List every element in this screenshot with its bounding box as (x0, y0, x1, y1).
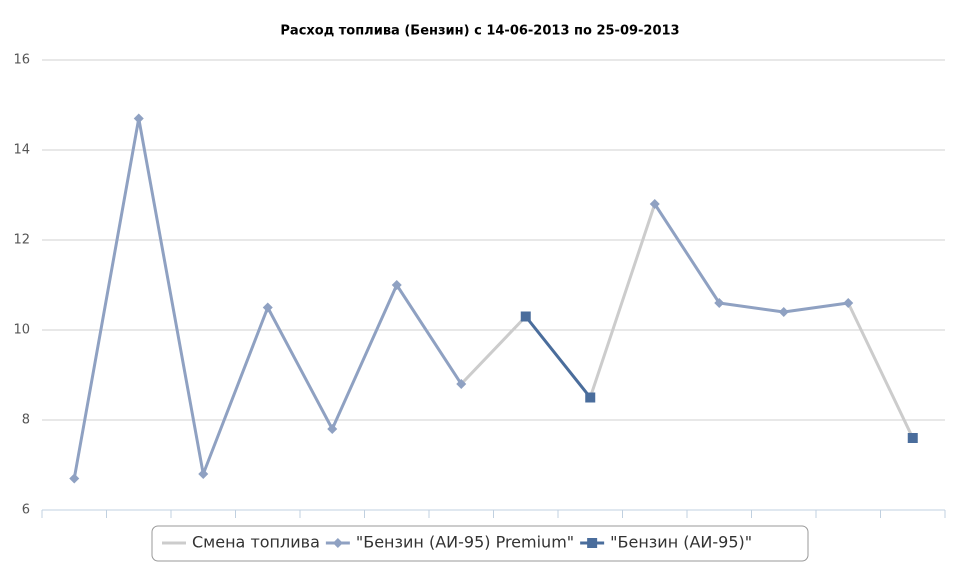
point-marker (391, 280, 402, 290)
point-marker (456, 379, 467, 389)
legend-label: "Бензин (АИ-95) Premium" (356, 533, 574, 552)
legend-marker (332, 538, 343, 548)
y-tick-label: 10 (13, 323, 30, 338)
series-line (460, 203, 915, 439)
point-marker (327, 424, 338, 434)
point-marker (907, 433, 918, 443)
series-line (72, 117, 849, 479)
point-marker (262, 302, 273, 313)
y-tick-label: 12 (13, 233, 30, 248)
legend-label: Смена топлива (192, 533, 320, 552)
point-marker (520, 311, 531, 322)
point-marker (778, 307, 789, 317)
point-marker (133, 113, 144, 124)
point-marker (714, 298, 725, 308)
chart-title: Расход топлива (Бензин) с 14-06-2013 по … (280, 24, 679, 39)
point-marker (843, 298, 854, 308)
point-marker (69, 473, 80, 484)
point-marker (649, 199, 660, 209)
y-tick-label: 16 (13, 53, 30, 68)
legend-box (151, 525, 809, 562)
y-tick-label: 14 (13, 143, 30, 158)
legend-marker (587, 538, 598, 548)
point-marker (198, 469, 209, 479)
y-tick-label: 6 (22, 503, 30, 518)
legend-label: "Бензин (АИ-95)" (610, 533, 752, 552)
point-marker (585, 392, 596, 403)
y-tick-label: 8 (22, 413, 30, 428)
